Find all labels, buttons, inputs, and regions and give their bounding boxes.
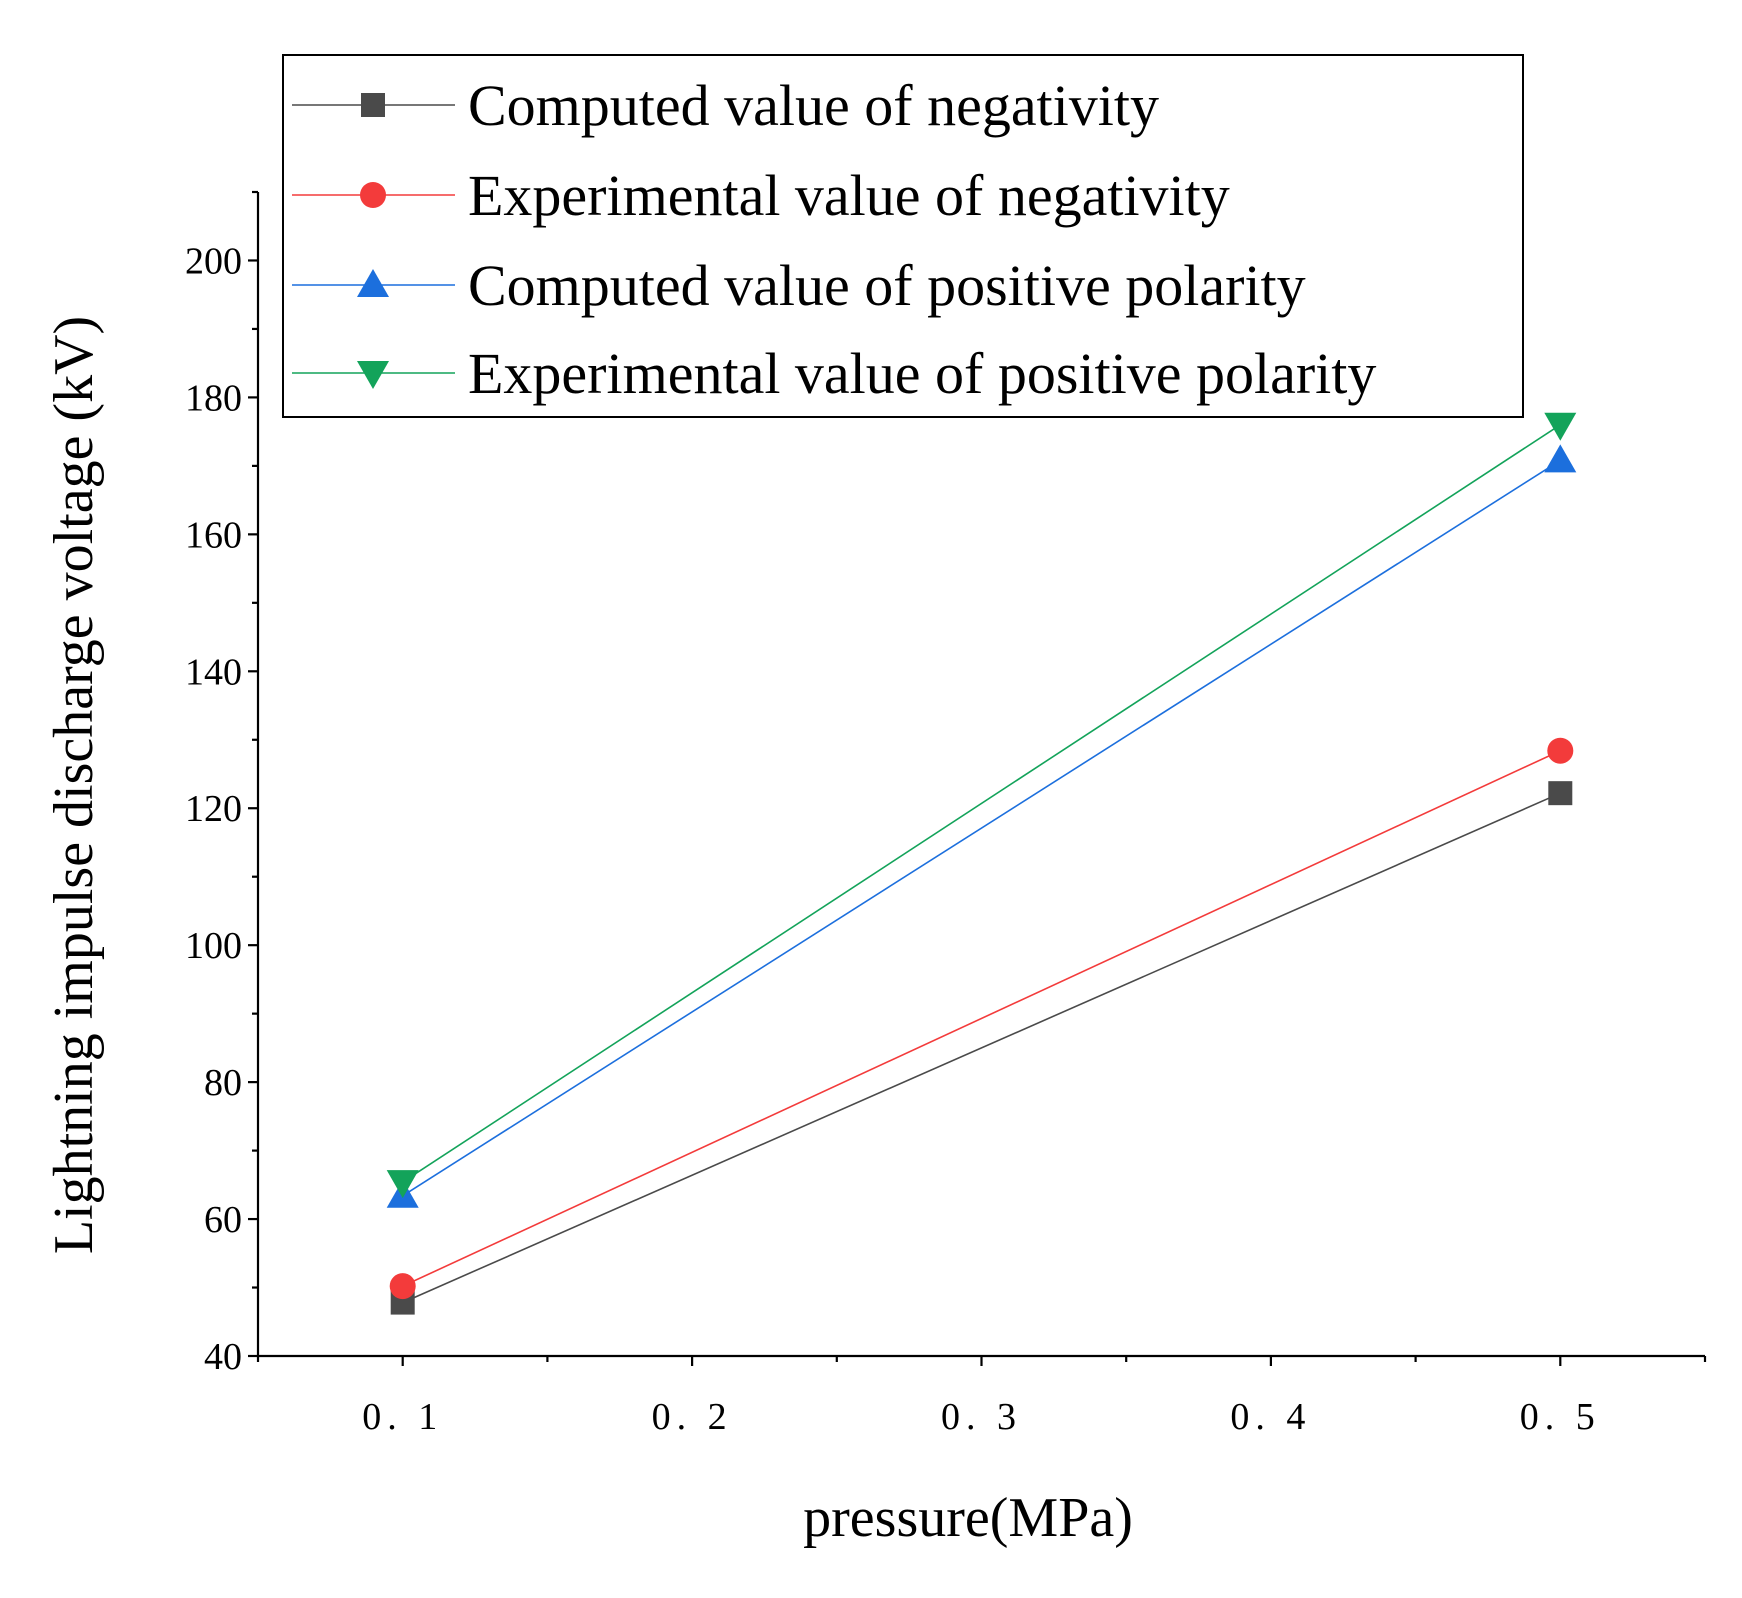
- legend-label: Computed value of negativity: [468, 73, 1159, 138]
- legend-entry-2: Experimental value of negativity: [292, 163, 1230, 228]
- x-tick-label: 0. 4: [1230, 1396, 1311, 1438]
- legend: Computed value of negativity Experimental…: [282, 54, 1524, 418]
- series-line: [402, 749, 1561, 1287]
- series-2: [389, 737, 1574, 1300]
- x-axis-ticks: 0. 1 0. 2 0. 3 0. 4 0. 5: [256, 1356, 1707, 1438]
- legend-label: Experimental value of negativity: [468, 163, 1230, 228]
- y-tick-label: 40: [204, 1336, 242, 1378]
- x-tick-label: 0. 3: [941, 1396, 1022, 1438]
- x-axis-title: pressure(MPa): [803, 1487, 1133, 1549]
- y-tick-label: 140: [185, 651, 242, 693]
- series-layer: [386, 412, 1577, 1315]
- x-tick-label: 0. 5: [1520, 1396, 1601, 1438]
- legend-box: [282, 54, 1524, 418]
- data-point: [1547, 737, 1574, 764]
- series-1: [390, 781, 1573, 1315]
- legend-entry-3: Computed value of positive polarity: [292, 253, 1306, 318]
- y-axis-title: Lightning impulse discharge voltage (kV): [43, 316, 105, 1254]
- series-line: [402, 424, 1561, 1183]
- data-point: [386, 1170, 419, 1199]
- legend-marker: [357, 361, 389, 389]
- y-tick-label: 60: [204, 1199, 242, 1241]
- y-tick-label: 100: [185, 925, 242, 967]
- legend-label: Experimental value of positive polarity: [468, 341, 1376, 406]
- data-point: [1544, 444, 1577, 473]
- series-line: [402, 459, 1561, 1197]
- legend-marker: [357, 269, 389, 297]
- y-axis-ticks: 40 60 80 100 120 140 160 180 200: [185, 190, 258, 1378]
- y-tick-label: 200: [185, 240, 242, 282]
- y-tick-label: 80: [204, 1062, 242, 1104]
- legend-marker: [361, 93, 385, 117]
- legend-marker: [360, 182, 386, 208]
- legend-entry-4: Experimental value of positive polarity: [292, 341, 1376, 406]
- y-tick-label: 160: [185, 514, 242, 556]
- legend-label: Computed value of positive polarity: [468, 253, 1306, 318]
- y-tick-label: 180: [185, 377, 242, 419]
- data-point: [1544, 412, 1577, 441]
- legend-entry-1: Computed value of negativity: [292, 73, 1159, 138]
- x-tick-label: 0. 1: [362, 1396, 443, 1438]
- legend-entries: Computed value of negativity Experimental…: [292, 73, 1376, 406]
- data-point: [1548, 781, 1573, 806]
- x-tick-label: 0. 2: [652, 1396, 733, 1438]
- series-line: [402, 792, 1561, 1304]
- y-tick-label: 120: [185, 788, 242, 830]
- data-point: [389, 1273, 416, 1300]
- series-4: [386, 412, 1577, 1199]
